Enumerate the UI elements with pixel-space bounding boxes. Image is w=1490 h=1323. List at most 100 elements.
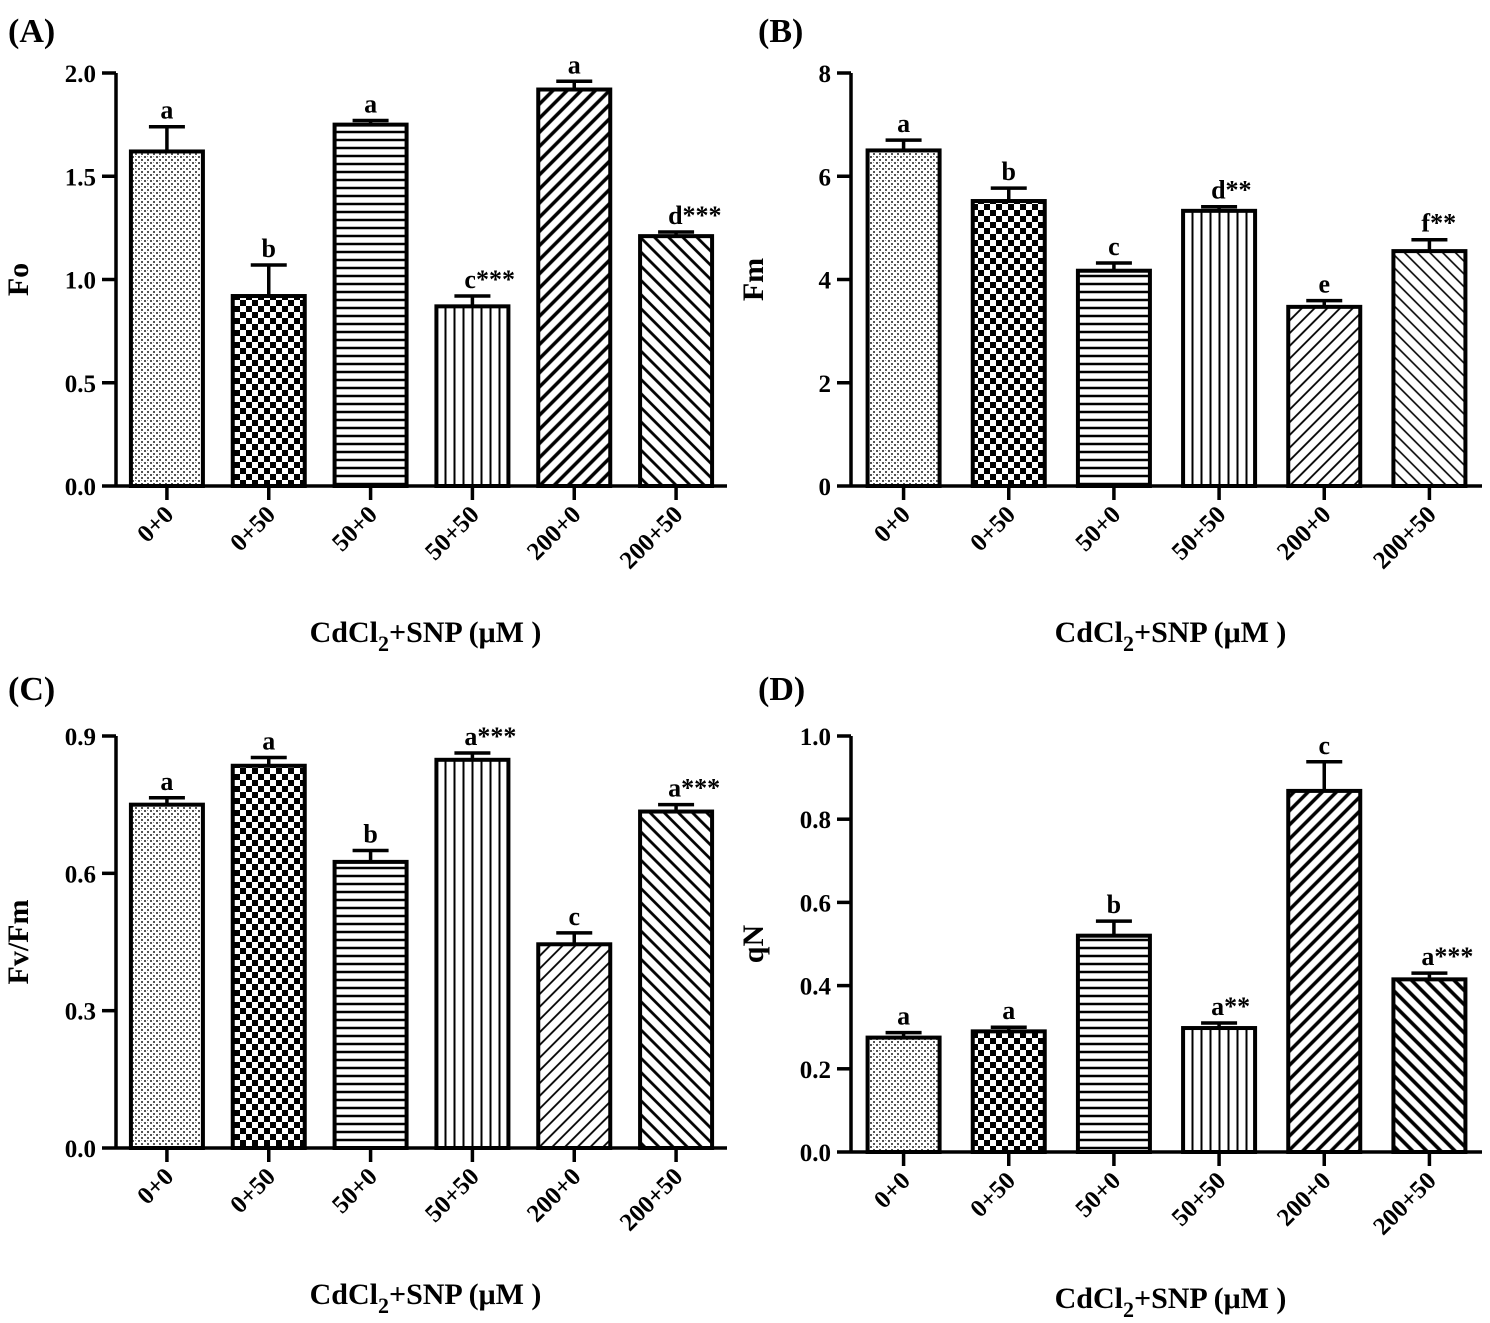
x-tick-label: 50+50 — [420, 1163, 485, 1228]
x-tick-label: 200+0 — [522, 501, 587, 566]
significance-label: b — [262, 234, 276, 263]
x-tick-label: 200+0 — [522, 1163, 587, 1228]
y-tick-label: 1.0 — [65, 268, 96, 295]
bar-50+50 — [434, 304, 511, 488]
panel-label: (C) — [8, 671, 55, 708]
significance-label: a*** — [1421, 942, 1473, 971]
panel-label: (D) — [758, 671, 805, 708]
significance-label: d*** — [668, 201, 721, 230]
significance-label: f** — [1421, 209, 1456, 238]
x-tick-label: 200+50 — [615, 1163, 688, 1236]
significance-label: d** — [1211, 176, 1251, 205]
significance-label: c — [1318, 731, 1330, 760]
y-tick-label: 1.0 — [800, 724, 831, 751]
y-tick-label: 0.6 — [800, 890, 831, 917]
bar-0+0 — [865, 1035, 942, 1154]
significance-label: a — [160, 96, 173, 125]
significance-label: a — [568, 50, 581, 79]
x-tick-label: 50+0 — [1070, 501, 1126, 557]
y-tick-label: 6 — [819, 164, 832, 191]
x-tick-label: 0+0 — [869, 501, 916, 548]
bar-50+0 — [1075, 933, 1152, 1154]
y-tick-label: 0.9 — [65, 724, 96, 751]
y-tick-label: 2 — [819, 371, 832, 398]
panel-c: (C) 0.0 0.3 0.6 0.9 Fv/Fm a 0+0 a 0+50 b 50+0 a*** 50… — [2, 671, 727, 1318]
x-tick-label: 0+0 — [132, 1163, 179, 1210]
significance-label: a** — [1211, 992, 1250, 1021]
bar-200+50 — [1391, 249, 1468, 488]
bar-50+0 — [1075, 268, 1152, 488]
x-tick-label: 200+50 — [1368, 501, 1441, 574]
x-tick-label: 0+0 — [132, 501, 179, 548]
x-tick-label: 200+50 — [1368, 1167, 1441, 1240]
x-tick-label: 0+0 — [869, 1167, 916, 1214]
y-tick-label: 0.6 — [65, 861, 96, 888]
panel-label: (B) — [758, 13, 803, 50]
bar-50+50 — [1181, 1026, 1258, 1154]
x-tick-label: 50+0 — [327, 1163, 383, 1219]
x-tick-label: 0+50 — [225, 501, 281, 557]
x-axis-label: CdCl2+SNP (μM ) — [1055, 1282, 1287, 1322]
x-tick-label: 50+0 — [1070, 1167, 1126, 1223]
significance-label: a — [364, 89, 377, 118]
y-tick-label: 0.0 — [65, 474, 96, 501]
bar-200+0 — [1286, 304, 1363, 488]
panel-b: (B) 0 2 4 6 8 Fm a 0+0 b 0+50 c 50+0 d** 50+50 e 200+0 f*… — [737, 13, 1482, 656]
y-axis-label: Fv/Fm — [2, 900, 35, 985]
bar-200+0 — [1286, 788, 1363, 1154]
significance-label: b — [363, 819, 377, 848]
y-tick-label: 0.2 — [800, 1057, 831, 1084]
bar-0+0 — [128, 149, 205, 488]
significance-label: c*** — [464, 265, 515, 294]
x-axis-label: CdCl2+SNP (μM ) — [310, 616, 542, 656]
panel-d: (D) 0.0 0.2 0.4 0.6 0.8 1.0 qN a 0+0 a 0+50 b 50+0 a**… — [737, 671, 1482, 1322]
y-tick-label: 2.0 — [65, 61, 96, 88]
x-tick-label: 0+50 — [965, 1167, 1021, 1223]
y-tick-label: 0.8 — [800, 807, 831, 834]
significance-label: a*** — [464, 722, 516, 751]
bar-0+50 — [970, 1029, 1047, 1154]
significance-label: a — [160, 767, 173, 796]
x-axis-label: CdCl2+SNP (μM ) — [1055, 616, 1287, 656]
significance-label: c — [568, 902, 580, 931]
x-tick-label: 200+50 — [615, 501, 688, 574]
y-axis-label: qN — [737, 924, 770, 963]
bar-200+0 — [536, 942, 613, 1150]
x-tick-label: 50+0 — [327, 501, 383, 557]
y-tick-label: 4 — [819, 268, 832, 295]
x-tick-label: 200+0 — [1272, 1167, 1337, 1232]
significance-label: a — [262, 727, 275, 756]
x-tick-label: 0+50 — [225, 1163, 281, 1219]
y-tick-label: 0.4 — [800, 974, 832, 1001]
panel-label: (A) — [8, 13, 55, 50]
bar-50+0 — [332, 859, 409, 1151]
y-axis-label: Fm — [737, 258, 770, 301]
y-tick-label: 0.3 — [65, 999, 96, 1026]
bar-0+50 — [970, 199, 1047, 488]
bar-50+0 — [332, 122, 409, 488]
panel-a: (A) 0.0 0.5 1.0 1.5 2.0 Fo a 0+0 b 0+50 a 50+0 c*** 50… — [2, 13, 727, 656]
bar-200+50 — [638, 234, 715, 488]
x-tick-label: 200+0 — [1272, 501, 1337, 566]
y-tick-label: 0.0 — [65, 1136, 96, 1163]
bar-0+0 — [128, 802, 205, 1151]
y-tick-label: 1.5 — [65, 164, 96, 191]
x-tick-label: 50+50 — [1167, 1167, 1232, 1232]
y-tick-label: 8 — [819, 61, 832, 88]
significance-label: c — [1108, 232, 1120, 261]
bar-200+0 — [536, 87, 613, 489]
bar-0+50 — [230, 763, 307, 1150]
bar-200+50 — [638, 809, 715, 1150]
x-tick-label: 50+50 — [1167, 501, 1232, 566]
significance-label: a — [897, 1002, 910, 1031]
x-tick-label: 0+50 — [965, 501, 1021, 557]
y-tick-label: 0.0 — [800, 1140, 831, 1167]
x-tick-label: 50+50 — [420, 501, 485, 566]
bar-50+50 — [1181, 208, 1258, 488]
y-axis-label: Fo — [2, 263, 35, 296]
y-tick-label: 0 — [819, 474, 832, 501]
significance-label: e — [1318, 270, 1330, 299]
significance-label: a — [897, 109, 910, 138]
significance-label: a*** — [668, 774, 720, 803]
